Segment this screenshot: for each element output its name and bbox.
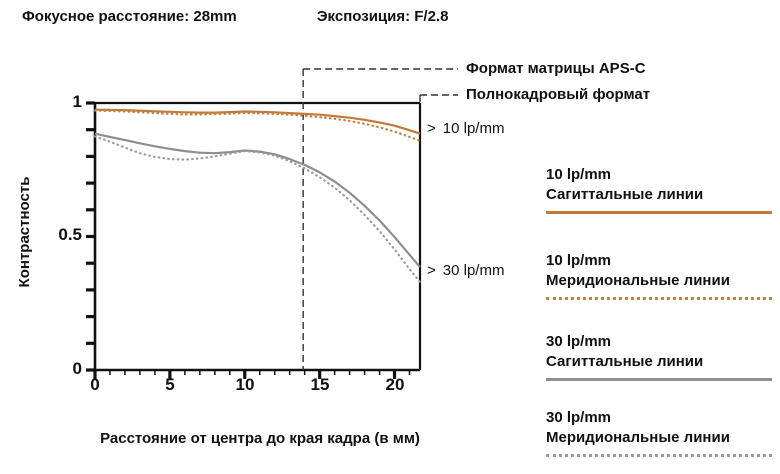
curve-label-30lpmm-text: 30 lp/mm [442,262,505,279]
y-tick-label-0: 0 [72,359,82,378]
y-axis-title: Контрастность [16,176,33,288]
legend-label: Сагиттальные линии [546,186,704,203]
curve-label-30lpmm: > 30 lp/mm [427,262,504,279]
legend-label: Сагиттальные линии [546,353,704,370]
arrow-right-icon: > [427,262,436,279]
y-tick-label-1: 1 [72,92,82,111]
x-tick-label-10: 10 [235,375,255,394]
legend-item-30-sagittal: 30 lp/mm Сагиттальные линии [546,332,778,381]
legend-label: 30 lp/mm [546,333,612,350]
legend-label: 30 lp/mm [546,409,612,426]
x-tick-label-20: 20 [385,375,405,394]
x-tick-label-5: 5 [165,375,175,394]
y-tick-label-0-5: 0.5 [58,225,82,244]
legend-item-10-meridional: 10 lp/mm Меридиональные линии [546,251,778,300]
full-frame-format-label: Полнокадровый формат [466,86,651,103]
dotted-line-sample [546,297,772,300]
focal-length-label: Фокусное расстояние: 28mm [22,8,237,25]
legend-label: Меридиональные линии [546,429,730,446]
legend-item-10-sagittal: 10 lp/mm Сагиттальные линии [546,165,778,214]
solid-line-sample [546,378,772,381]
curve-label-10lpmm: > 10 lp/mm [427,120,504,137]
dotted-line-sample [546,454,772,457]
arrow-right-icon: > [427,120,436,137]
x-tick-label-0: 0 [90,375,100,394]
solid-line-sample [546,211,772,214]
legend-item-30-meridional: 30 lp/mm Меридиональные линии [546,408,778,457]
curve-label-10lpmm-text: 10 lp/mm [442,120,505,137]
x-axis-title: Расстояние от центра до края кадра (в мм… [100,430,420,447]
chart-header: Фокусное расстояние: 28mm Экспозиция: F/… [22,8,448,25]
legend-label: 10 lp/mm [546,252,612,269]
exposure-label: Экспозиция: F/2.8 [316,8,449,25]
x-tick-label-15: 15 [310,375,330,394]
apsc-format-label: Формат матрицы APS-C [466,60,646,77]
legend-label: Меридиональные линии [546,272,730,289]
legend-label: 10 lp/mm [546,166,612,183]
